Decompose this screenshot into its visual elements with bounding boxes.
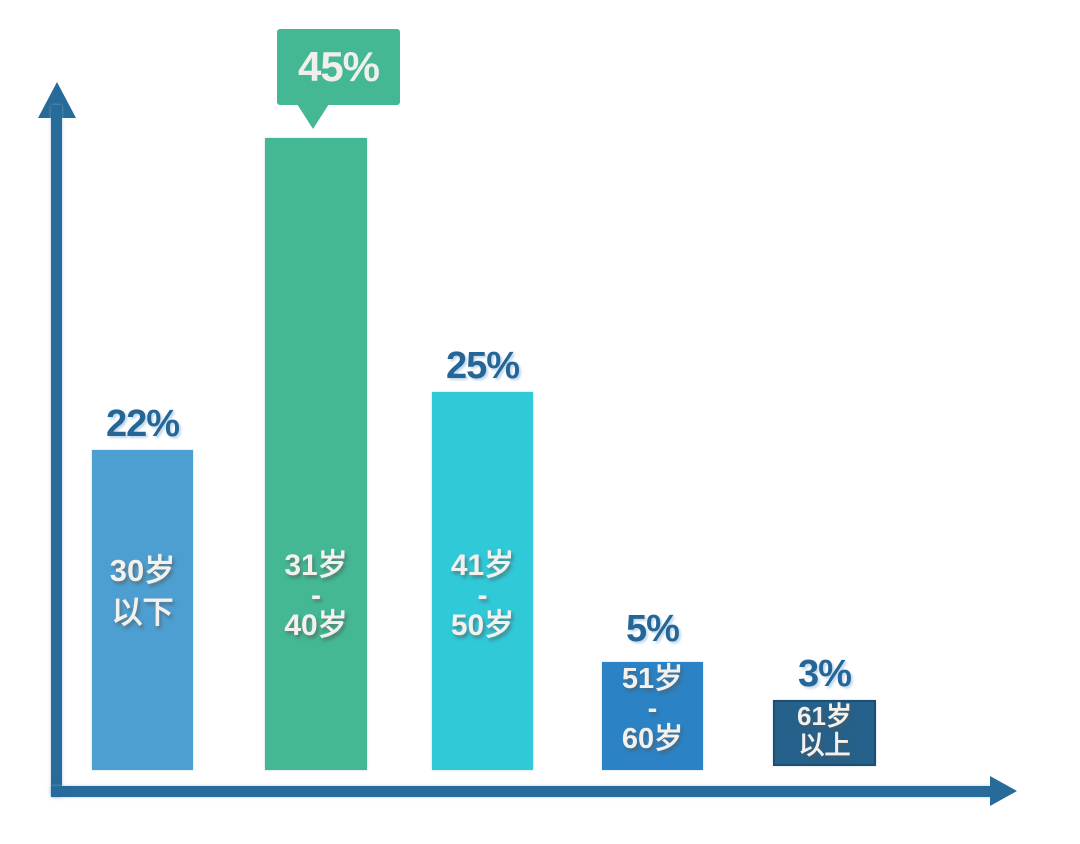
- category-label-line: -: [311, 579, 321, 612]
- category-label-line: 41岁: [450, 549, 515, 582]
- value-label-age-41-50: 25%: [445, 345, 520, 387]
- category-label-line: -: [477, 579, 488, 612]
- value-label-age-51-60: 5%: [626, 608, 680, 650]
- category-label-line: 以下: [111, 595, 174, 630]
- category-label-line: 40岁: [284, 609, 348, 642]
- x-axis: [51, 786, 992, 797]
- category-label-line: 30岁: [109, 553, 176, 588]
- bar-age-under-30: [92, 450, 193, 770]
- bar-age-over-61: [773, 700, 876, 766]
- value-label-age-under-30: 22%: [105, 403, 180, 445]
- callout-bubble: 45%: [277, 29, 400, 105]
- category-label-line: 60岁: [621, 723, 684, 755]
- category-label-line: 51岁: [621, 663, 684, 695]
- x-axis-arrow-icon: [990, 776, 1017, 806]
- callout-value-label: 45%: [297, 43, 380, 90]
- value-label-age-over-61: 3%: [798, 653, 852, 695]
- category-label-line: -: [647, 693, 658, 725]
- bar-age-31-40: [265, 138, 367, 770]
- callout-pointer-icon: [297, 104, 329, 129]
- category-label-age-41-50: 41岁 - 50岁: [432, 551, 533, 641]
- category-label-line: 以上: [798, 730, 851, 760]
- category-label-line: 31岁: [284, 549, 348, 582]
- category-label-line: 61岁: [797, 701, 852, 731]
- y-axis: [51, 105, 62, 797]
- category-label-age-under-30: 30岁 以下: [92, 550, 193, 634]
- bar-age-41-50: [432, 392, 533, 770]
- category-label-line: 50岁: [450, 609, 515, 642]
- category-label-age-over-61: 61岁 以上: [773, 702, 876, 760]
- category-label-age-51-60: 51岁 - 60岁: [602, 664, 703, 754]
- category-label-age-31-40: 31岁 - 40岁: [265, 551, 367, 641]
- bar-age-51-60: [602, 662, 703, 770]
